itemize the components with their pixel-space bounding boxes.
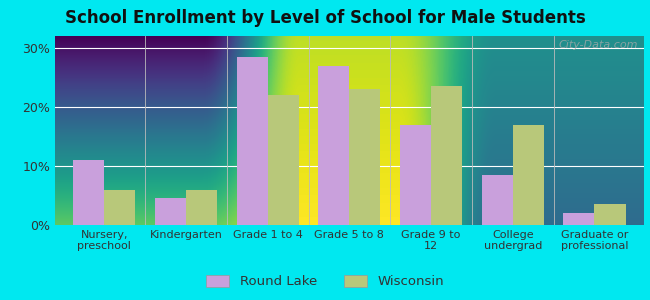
Bar <box>482 175 513 225</box>
Bar <box>564 213 595 225</box>
Legend: Round Lake, Wisconsin: Round Lake, Wisconsin <box>200 269 450 293</box>
Bar <box>155 198 186 225</box>
Text: City-Data.com: City-Data.com <box>558 40 638 50</box>
Text: School Enrollment by Level of School for Male Students: School Enrollment by Level of School for… <box>64 9 586 27</box>
Bar <box>318 65 350 225</box>
Bar <box>104 190 135 225</box>
Bar <box>268 95 299 225</box>
Bar <box>400 124 431 225</box>
Bar <box>513 124 544 225</box>
Bar <box>595 204 625 225</box>
Bar <box>237 57 268 225</box>
Bar <box>186 190 217 225</box>
Bar <box>73 160 104 225</box>
Bar <box>431 86 462 225</box>
Bar <box>350 89 380 225</box>
